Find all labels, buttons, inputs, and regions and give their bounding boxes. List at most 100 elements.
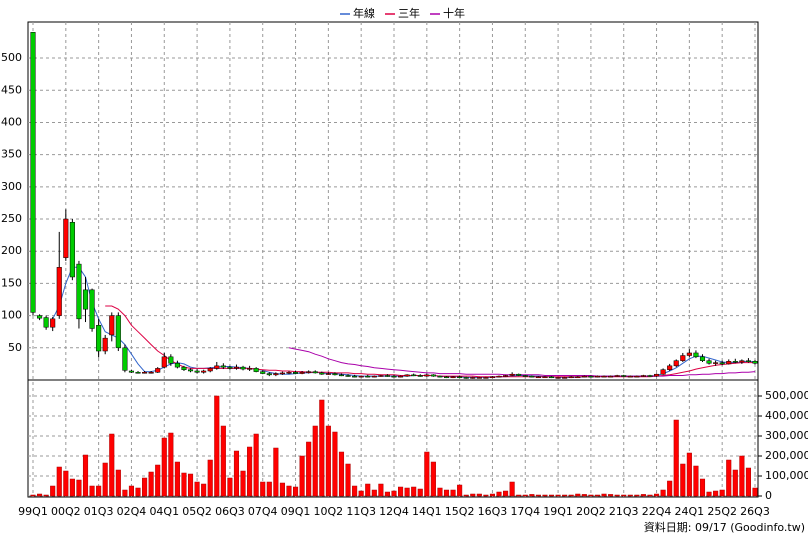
volume-bar <box>588 494 594 497</box>
volume-bar <box>417 488 423 497</box>
volume-bar <box>96 485 102 497</box>
ma-line <box>105 305 755 378</box>
volume-bar <box>233 450 240 497</box>
candle-body <box>601 375 607 378</box>
candle-body <box>535 376 541 379</box>
volume-bar <box>135 487 141 497</box>
volume-bar <box>450 489 456 497</box>
candle-body <box>115 315 121 349</box>
candle-body <box>404 374 410 377</box>
candle-body <box>608 375 614 378</box>
x-tick-label: 16Q3 <box>478 505 508 518</box>
candle-body <box>594 375 601 378</box>
candle-body <box>667 365 673 370</box>
candle-body <box>739 360 745 363</box>
candle-body <box>706 360 712 364</box>
volume-bar <box>745 467 751 497</box>
candle-body <box>181 366 187 370</box>
candle-body <box>529 375 535 378</box>
volume-bar <box>706 491 712 497</box>
candle-body <box>424 374 430 377</box>
volume-bar <box>470 493 476 497</box>
candle-body <box>279 372 285 375</box>
volume-bar <box>443 489 450 497</box>
x-tick-label: 19Q1 <box>543 505 573 518</box>
volume-bar <box>522 494 528 497</box>
volume-bar <box>371 489 377 497</box>
volume-bar <box>187 473 194 497</box>
candle-body <box>640 375 646 377</box>
volume-bar <box>384 491 390 497</box>
volume-bar <box>286 485 292 497</box>
volume-bar <box>56 466 62 497</box>
x-tick-label: 26Q3 <box>740 505 770 518</box>
candle-body <box>745 360 751 362</box>
candle-body <box>411 374 417 377</box>
volume-bar <box>686 452 692 497</box>
candle-body <box>338 374 345 377</box>
candle-body <box>37 315 43 319</box>
volume-bar <box>719 489 725 497</box>
ma-line <box>288 347 756 377</box>
volume-bar <box>352 485 358 497</box>
x-tick-label: 22Q4 <box>642 505 672 518</box>
volume-bar <box>391 490 397 497</box>
x-tick-label: 15Q2 <box>445 505 475 518</box>
volume-bar <box>463 494 469 497</box>
y2-tick-label: 400,000 <box>765 409 808 422</box>
candle-body <box>312 371 318 374</box>
candle-body <box>76 263 82 320</box>
candle-body <box>306 371 312 373</box>
volume-bar <box>489 493 496 497</box>
volume-bar <box>634 494 640 497</box>
candle-body <box>142 372 148 374</box>
candle-body <box>509 373 515 376</box>
volume-bar <box>437 487 443 497</box>
volume-bar <box>621 494 627 497</box>
volume-bar <box>378 483 384 497</box>
x-tick-label: 99Q1 <box>18 505 48 518</box>
footer-note: 資料日期: 09/17 (Goodinfo.tw) <box>644 520 805 534</box>
volume-bar <box>102 462 108 497</box>
volume-bar <box>365 483 371 497</box>
volume-bar <box>411 486 417 497</box>
volume-bar <box>503 490 509 497</box>
candle-body <box>548 376 555 379</box>
volume-bar <box>345 463 351 497</box>
candle-body <box>89 289 95 329</box>
candle-body <box>522 375 528 377</box>
candle-body <box>417 375 423 377</box>
volume-bar <box>496 491 502 497</box>
volume-bar <box>693 465 699 497</box>
volume-bar <box>660 489 666 497</box>
candle-body <box>325 373 331 375</box>
candle-body <box>614 375 620 377</box>
y-tick-label: 100 <box>1 309 22 322</box>
volume-bar <box>575 493 581 497</box>
candle-body <box>503 375 509 377</box>
candle-body <box>332 373 338 376</box>
volume-bar <box>279 482 285 497</box>
volume-bar <box>253 433 259 497</box>
volume-bar <box>601 493 607 497</box>
candle-body <box>430 374 436 377</box>
volume-bar <box>69 478 75 497</box>
volume-bar <box>142 477 148 497</box>
candle-body <box>699 356 706 361</box>
volume-bar <box>476 493 482 497</box>
volume-bar <box>424 451 430 497</box>
candle-body <box>378 375 384 377</box>
x-tick-label: 06Q3 <box>215 505 245 518</box>
volume-bar <box>673 419 679 497</box>
candle-body <box>168 356 174 364</box>
volume-bar <box>726 459 732 497</box>
candle-body <box>713 362 719 364</box>
candle-body <box>686 352 692 356</box>
volume-bar <box>174 461 180 497</box>
candle-body <box>496 375 502 378</box>
volume-bar <box>319 399 325 497</box>
volume-bar <box>115 469 121 497</box>
candle-body <box>443 376 450 379</box>
x-tick-label: 24Q1 <box>675 505 705 518</box>
candle-body <box>621 375 627 377</box>
